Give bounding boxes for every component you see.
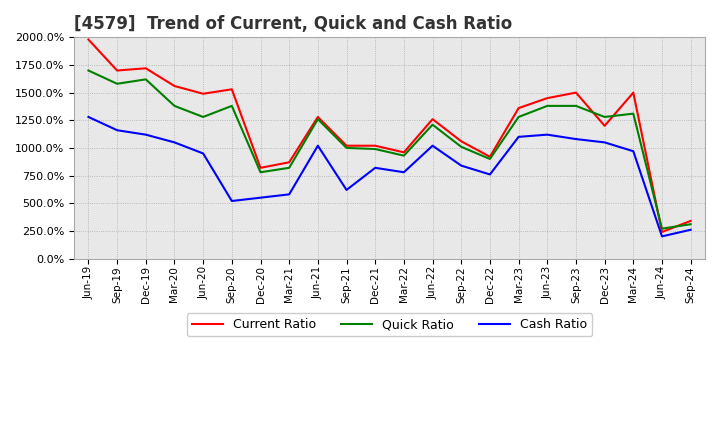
Quick Ratio <box>228 103 236 109</box>
Cash Ratio <box>572 136 580 142</box>
Cash Ratio <box>686 227 695 232</box>
Cash Ratio <box>485 172 494 177</box>
Quick Ratio <box>428 122 437 127</box>
Current Ratio <box>457 139 466 144</box>
Cash Ratio <box>629 149 638 154</box>
Current Ratio <box>657 229 666 235</box>
Quick Ratio <box>572 103 580 109</box>
Current Ratio <box>686 218 695 224</box>
Cash Ratio <box>371 165 379 170</box>
Quick Ratio <box>686 222 695 227</box>
Current Ratio <box>170 83 179 88</box>
Cash Ratio <box>657 234 666 239</box>
Cash Ratio <box>256 195 265 200</box>
Text: [4579]  Trend of Current, Quick and Cash Ratio: [4579] Trend of Current, Quick and Cash … <box>74 15 513 33</box>
Current Ratio <box>572 90 580 95</box>
Cash Ratio <box>400 169 408 175</box>
Quick Ratio <box>371 147 379 152</box>
Current Ratio <box>400 150 408 155</box>
Cash Ratio <box>285 192 294 197</box>
Quick Ratio <box>313 117 322 122</box>
Quick Ratio <box>342 145 351 150</box>
Quick Ratio <box>543 103 552 109</box>
Current Ratio <box>313 114 322 120</box>
Quick Ratio <box>84 68 93 73</box>
Cash Ratio <box>514 134 523 139</box>
Quick Ratio <box>485 156 494 161</box>
Cash Ratio <box>170 140 179 145</box>
Current Ratio <box>485 154 494 159</box>
Current Ratio <box>141 66 150 71</box>
Current Ratio <box>84 37 93 42</box>
Current Ratio <box>428 117 437 122</box>
Quick Ratio <box>657 226 666 231</box>
Cash Ratio <box>141 132 150 137</box>
Line: Quick Ratio: Quick Ratio <box>89 70 690 229</box>
Quick Ratio <box>199 114 207 120</box>
Current Ratio <box>514 106 523 111</box>
Current Ratio <box>543 95 552 101</box>
Quick Ratio <box>457 144 466 150</box>
Line: Cash Ratio: Cash Ratio <box>89 117 690 236</box>
Quick Ratio <box>256 169 265 175</box>
Cash Ratio <box>199 151 207 156</box>
Current Ratio <box>371 143 379 148</box>
Cash Ratio <box>600 140 609 145</box>
Line: Current Ratio: Current Ratio <box>89 40 690 232</box>
Cash Ratio <box>457 163 466 168</box>
Cash Ratio <box>84 114 93 120</box>
Current Ratio <box>285 160 294 165</box>
Current Ratio <box>629 90 638 95</box>
Cash Ratio <box>113 128 122 133</box>
Quick Ratio <box>600 114 609 120</box>
Cash Ratio <box>543 132 552 137</box>
Quick Ratio <box>170 103 179 109</box>
Current Ratio <box>199 91 207 96</box>
Quick Ratio <box>141 77 150 82</box>
Current Ratio <box>228 87 236 92</box>
Current Ratio <box>256 165 265 170</box>
Current Ratio <box>600 123 609 128</box>
Cash Ratio <box>313 143 322 148</box>
Quick Ratio <box>629 111 638 116</box>
Current Ratio <box>113 68 122 73</box>
Quick Ratio <box>514 114 523 120</box>
Quick Ratio <box>400 153 408 158</box>
Cash Ratio <box>228 198 236 204</box>
Quick Ratio <box>285 165 294 170</box>
Cash Ratio <box>342 187 351 193</box>
Current Ratio <box>342 143 351 148</box>
Quick Ratio <box>113 81 122 86</box>
Cash Ratio <box>428 143 437 148</box>
Legend: Current Ratio, Quick Ratio, Cash Ratio: Current Ratio, Quick Ratio, Cash Ratio <box>186 313 593 336</box>
